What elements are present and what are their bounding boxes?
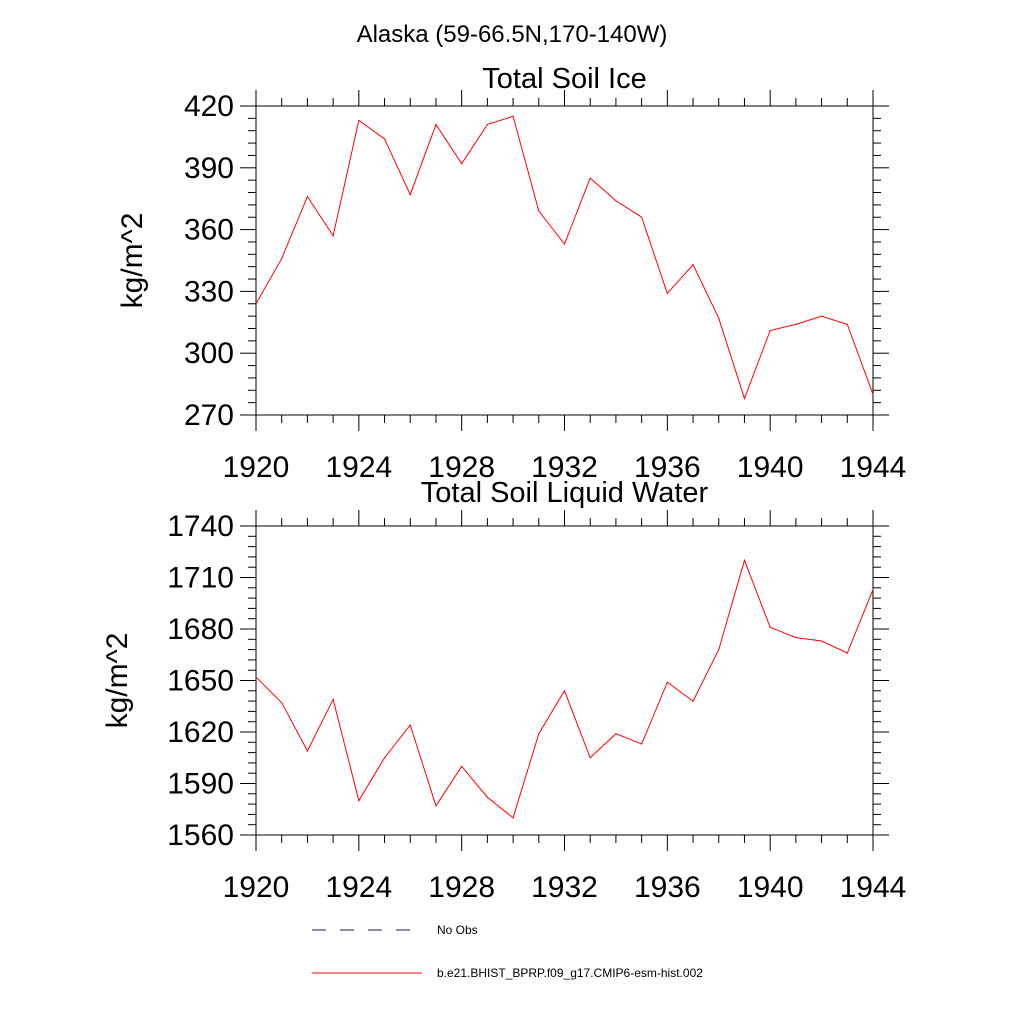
data-point	[486, 123, 488, 126]
data-point	[563, 243, 566, 245]
data-point	[281, 257, 283, 260]
legend: No Obs b.e21.BHIST_BPRP.f09_g17.CMIP6-es…	[312, 923, 703, 980]
data-point	[795, 636, 797, 639]
chart-panel-soil-liquid-water: Total Soil Liquid Water kg/m^2 1920 1924 192…	[101, 477, 906, 904]
x-tick-label: 1920	[223, 871, 290, 904]
data-point	[666, 292, 668, 295]
x-tick-label: 1932	[531, 871, 598, 904]
data-point	[358, 119, 360, 122]
x-tick-label: 1924	[325, 451, 392, 484]
x-tick-label: 1932	[531, 451, 598, 484]
y-tick-label: 420	[184, 90, 234, 123]
data-point	[563, 690, 566, 692]
data-point	[358, 800, 360, 802]
data-point	[512, 817, 514, 819]
y-tick-label: 1680	[167, 613, 234, 646]
data-point	[512, 115, 514, 117]
y-axis-label: kg/m^2	[101, 633, 134, 729]
y-tick-label: 300	[184, 337, 234, 370]
y-axis-label: kg/m^2	[116, 213, 149, 309]
data-point	[615, 200, 617, 202]
data-point	[461, 163, 463, 165]
data-point	[846, 652, 848, 654]
data-point	[820, 640, 823, 642]
data-point	[641, 743, 643, 745]
data-point	[255, 303, 257, 305]
data-point	[306, 750, 309, 752]
data-point	[743, 559, 746, 561]
plot-frame	[255, 525, 874, 836]
x-tick-label: 1924	[325, 871, 392, 904]
x-tick-label: 1940	[737, 871, 804, 904]
chart-panel-soil-ice: Total Soil Ice kg/m^2 1920 1924 1928 1932 1936…	[116, 63, 906, 484]
data-point	[615, 733, 617, 735]
data-point	[409, 193, 411, 196]
data-point	[718, 317, 720, 319]
y-tick-label: 1590	[167, 768, 234, 801]
data-point	[306, 196, 309, 198]
x-tick-label: 1936	[634, 871, 701, 904]
y-tick-label: 270	[184, 399, 234, 432]
data-point	[743, 397, 746, 400]
y-tick-label: 330	[184, 275, 234, 308]
data-point	[332, 698, 334, 700]
x-tick-label: 1928	[428, 451, 495, 484]
series-line-0	[255, 115, 874, 401]
y-tick-label: 360	[184, 214, 234, 247]
data-point	[872, 393, 874, 395]
data-point	[281, 702, 283, 704]
data-point	[872, 588, 874, 591]
y-tick-label: 390	[184, 152, 234, 185]
y-tick-label: 1710	[167, 562, 234, 595]
panel-title: Total Soil Liquid Water	[421, 477, 709, 509]
data-point	[409, 724, 411, 726]
legend-label-no-obs: No Obs	[437, 923, 478, 937]
data-point	[383, 757, 386, 759]
data-point	[769, 329, 771, 332]
x-tick-label: 1940	[737, 451, 804, 484]
x-tick-label: 1944	[840, 451, 907, 484]
data-point	[666, 681, 668, 683]
data-point	[692, 264, 694, 266]
data-point	[641, 216, 643, 218]
x-tick-label: 1944	[840, 871, 907, 904]
series-line-0	[255, 558, 874, 819]
data-point	[332, 235, 334, 237]
data-point	[435, 805, 437, 807]
y-tick-label: 1620	[167, 716, 234, 749]
y-tick-label: 1650	[167, 665, 234, 698]
data-point	[538, 210, 540, 212]
data-point	[461, 765, 463, 767]
figure-title: Alaska (59-66.5N,170-140W)	[357, 21, 668, 48]
data-point	[435, 123, 437, 126]
data-point	[795, 323, 797, 325]
data-point	[383, 138, 386, 140]
data-point	[718, 649, 720, 651]
legend-label-model: b.e21.BHIST_BPRP.f09_g17.CMIP6-esm-hist.…	[437, 966, 703, 980]
data-point	[538, 733, 540, 735]
panel-title: Total Soil Ice	[482, 63, 646, 95]
data-point	[589, 177, 591, 179]
data-point	[846, 323, 848, 325]
y-tick-label: 1740	[167, 510, 234, 543]
plot-frame	[255, 105, 874, 416]
x-tick-label: 1936	[634, 451, 701, 484]
y-tick-label: 1560	[167, 819, 234, 852]
data-point	[820, 315, 823, 317]
data-point	[589, 757, 591, 759]
data-point	[255, 676, 257, 678]
data-point	[692, 700, 694, 702]
data-point	[769, 626, 771, 628]
data-point	[486, 796, 488, 798]
x-tick-label: 1920	[223, 451, 290, 484]
x-tick-label: 1928	[428, 871, 495, 904]
